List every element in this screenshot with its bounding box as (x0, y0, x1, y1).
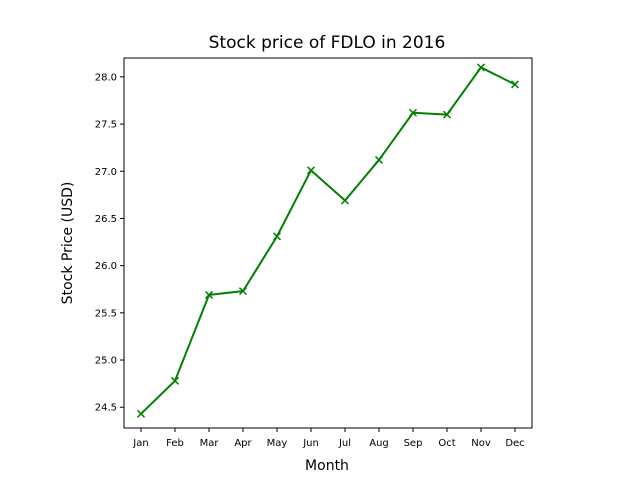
y-axis: 24.5 25.0 25.5 26.0 26.5 27.0 27.5 28.0 (95, 72, 124, 414)
x-marker-stroke (136, 409, 146, 418)
plot-area-frame (123, 57, 533, 429)
data-point-marker (476, 63, 486, 72)
y-tick-label: 25.0 (95, 356, 117, 367)
x-tick-label: Dec (505, 438, 524, 449)
series-line (140, 66, 516, 415)
data-point-marker (510, 80, 520, 89)
x-marker-stroke (306, 166, 316, 175)
y-tick-label: 24.5 (95, 403, 117, 414)
data-point-marker (238, 287, 248, 296)
data-point-marker (340, 196, 350, 205)
x-axis: Jan Feb Mar Apr May Jun Jul Aug Sep Oct Nov Dec (132, 428, 525, 449)
x-tick-label: Oct (438, 438, 455, 449)
x-tick-label: Nov (471, 438, 491, 449)
x-tick-label: Feb (166, 438, 184, 449)
y-tick-label: 27.0 (95, 167, 117, 178)
x-tick-label: Aug (369, 438, 389, 449)
data-point-marker (204, 290, 214, 299)
data-point-marker (136, 409, 146, 418)
x-tick-label: Jun (302, 438, 319, 449)
x-marker-stroke (374, 155, 384, 164)
chart-title: Stock price of FDLO in 2016 (209, 33, 446, 53)
x-tick-label: Mar (200, 438, 220, 449)
x-tick-label: Apr (234, 438, 252, 449)
x-marker-stroke (476, 63, 486, 72)
x-marker-stroke (272, 232, 282, 241)
data-point-marker (408, 108, 418, 117)
y-axis-title: Stock Price (USD) (60, 182, 76, 305)
y-tick-label: 26.0 (95, 261, 117, 272)
x-tick-label: Jul (338, 438, 351, 449)
x-marker-stroke (510, 80, 520, 89)
series-layer (136, 63, 520, 418)
x-marker-stroke (408, 108, 418, 117)
data-point-marker (374, 155, 384, 164)
x-marker-stroke (170, 376, 180, 385)
data-point-marker (170, 376, 180, 385)
x-axis-title: Month (305, 458, 349, 474)
data-point-marker (442, 110, 452, 119)
x-marker-stroke (340, 196, 350, 205)
x-tick-label: Sep (404, 438, 423, 449)
y-tick-label: 26.5 (95, 214, 117, 225)
data-point-marker (306, 166, 316, 175)
x-marker-stroke (204, 290, 214, 299)
y-tick-label: 27.5 (95, 120, 117, 131)
x-tick-label: May (267, 438, 288, 449)
x-tick-label: Jan (132, 438, 148, 449)
y-tick-label: 25.5 (95, 308, 117, 319)
x-marker-stroke (442, 110, 452, 119)
y-tick-label: 28.0 (95, 72, 117, 83)
x-marker-stroke (238, 287, 248, 296)
data-point-marker (272, 232, 282, 241)
